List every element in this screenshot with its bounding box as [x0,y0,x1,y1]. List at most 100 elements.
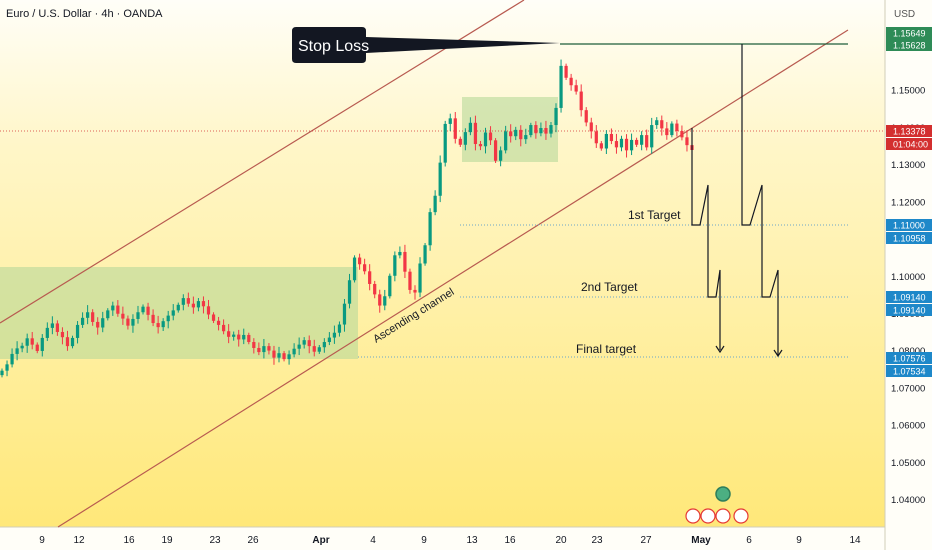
candle-body [312,346,316,352]
candle-body [463,132,467,145]
candle-body [579,91,583,111]
stop-loss-label: Stop Loss [298,38,369,55]
candle-body [418,263,422,293]
candle-body [594,131,598,144]
candle-body [493,140,498,161]
candle-body [680,131,684,138]
x-tick-label: 16 [123,535,135,546]
candle-body [448,118,452,124]
target2-label: 2nd Target [581,280,638,294]
candle-body [604,133,608,149]
candle-body [116,305,120,314]
candle-body [660,120,664,129]
candle-body [383,296,387,306]
candle-body [655,120,659,126]
candle-body [0,370,4,376]
candle-body [685,137,689,146]
candle-body [574,85,578,92]
candle-body [453,118,457,139]
candle-body [247,334,251,343]
candle-body [363,264,367,272]
candle-body [5,364,9,371]
price-axis-background [885,0,932,550]
candle-body [121,313,125,319]
y-tick-label: 1.04000 [891,495,925,506]
price-axis-currency: USD [894,9,915,20]
price-label: 1.09140 [893,306,926,316]
x-tick-label: 6 [746,535,752,546]
candle-body [322,342,326,348]
candle-body [307,340,311,347]
price-label-bg [886,232,932,244]
candle-body [589,122,593,132]
candle-body [645,135,649,148]
candle-body [75,324,80,338]
candle-body [272,350,276,358]
price-label-bg [886,27,932,39]
candle-body [65,337,70,347]
candle-body [267,346,271,351]
event-icon-earnings[interactable] [715,486,731,502]
price-label: 1.09140 [893,293,926,303]
candle-body [473,122,478,145]
price-label: 1.13378 [893,127,926,137]
candle-body [352,257,357,281]
event-icon-flag-eu[interactable] [733,508,749,524]
candle-body [634,139,639,145]
candle-body [10,353,14,365]
x-tick-label: 26 [247,535,259,546]
candle-body [156,323,160,328]
candle-body [131,318,135,326]
candle-body [337,324,342,333]
candle-body [564,65,568,78]
event-icon-flag-us-2[interactable] [715,508,731,524]
candle-body [519,129,523,140]
price-label-bg [886,125,932,137]
x-tick-label: 27 [640,535,652,546]
candle-body [438,162,442,196]
final-target-label: Final target [576,342,637,356]
price-label: 1.07534 [893,367,926,377]
candle-body [544,128,548,134]
projection-arrowhead-2 [773,349,783,358]
x-tick-label: 12 [73,535,85,546]
candle-body [478,144,483,147]
price-labels: 1.15649 1.15628 1.13378 01:04:00 1.11000 1.10… [886,27,932,377]
range-zone-march [0,267,358,359]
projection-path-1 [691,128,721,350]
x-tick-label: 14 [849,535,861,546]
price-label: 1.15628 [893,41,926,51]
target1-label: 1st Target [628,208,681,222]
candle-body [327,337,331,343]
plot-background [0,0,885,527]
candle-body [60,331,65,338]
candle-body [443,123,447,163]
candle-body [252,342,256,348]
price-label-bg [886,304,932,316]
candle-body [619,138,624,148]
price-label: 1.11000 [893,221,925,231]
price-label: 01:04:00 [893,140,928,150]
candle-body [665,128,669,136]
candle-body [559,65,563,108]
y-tick-label: 1.06000 [891,421,925,432]
candle-body [206,306,211,315]
price-label-bg [886,219,932,231]
event-icon-flag-us-1[interactable] [700,508,716,524]
event-icon-lightning[interactable] [685,508,701,524]
candle-body [201,301,206,307]
candle-body [675,123,679,131]
candle-body [413,289,417,293]
price-label: 1.07576 [893,354,926,364]
candle-body [161,321,165,328]
candle-body [317,347,321,352]
candle-body [534,125,538,134]
candle-body [211,314,216,321]
candle-body [554,107,558,126]
candle-body [227,331,231,337]
candle-body [423,245,427,264]
candle-body [393,255,397,276]
event-icons[interactable] [685,486,749,524]
price-label: 1.15649 [893,29,926,39]
